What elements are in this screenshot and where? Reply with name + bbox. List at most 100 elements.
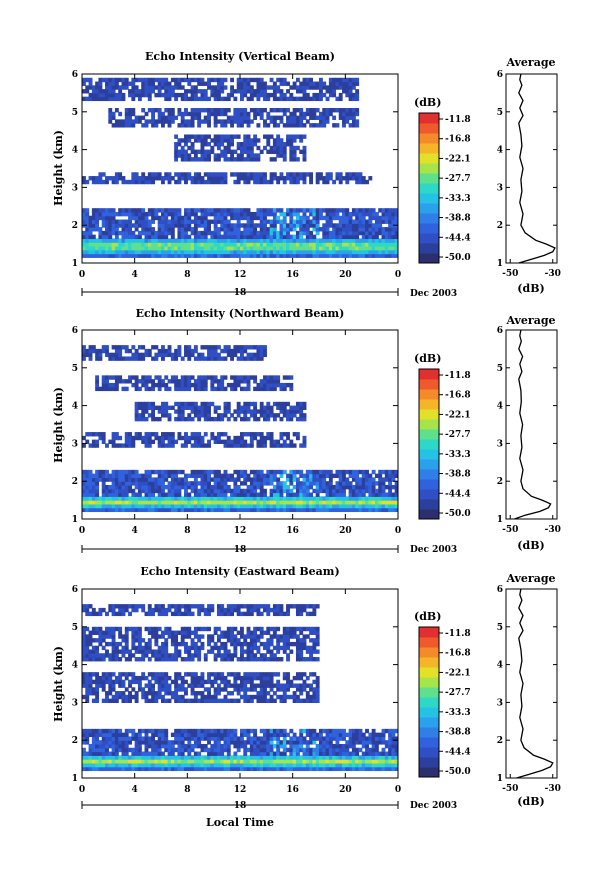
heatmap-cell	[365, 736, 369, 741]
heatmap-cell	[253, 153, 258, 158]
heatmap-cell	[259, 728, 264, 734]
heatmap-cell	[167, 481, 172, 486]
heatmap-cell	[170, 484, 175, 490]
heatmap-cell	[246, 484, 251, 490]
heatmap-cell	[154, 215, 159, 221]
heatmap-cell	[161, 115, 165, 120]
heatmap-cell	[111, 111, 116, 117]
heatmap-cell	[193, 223, 198, 228]
heatmap-cell	[269, 751, 274, 756]
heatmap-cell	[253, 234, 258, 240]
heatmap-cell	[88, 96, 93, 102]
heatmap-cell	[263, 728, 267, 734]
heatmap-cell	[286, 238, 290, 243]
heatmap-cell	[203, 477, 208, 482]
heatmap-cell	[187, 253, 192, 258]
heatmap-cell	[167, 507, 172, 513]
heatmap-cell	[365, 759, 369, 764]
heatmap-cell	[134, 473, 139, 479]
heatmap-cell	[124, 85, 129, 90]
heatmap-cell	[210, 432, 215, 437]
heatmap-cell	[193, 435, 198, 441]
heatmap-cell	[226, 409, 231, 414]
heatmap-cell	[361, 488, 366, 494]
heatmap-cell	[88, 762, 93, 768]
heatmap-cell	[114, 492, 119, 497]
heatmap-cell	[147, 728, 152, 734]
heatmap-cell	[351, 728, 356, 734]
heatmap-cell	[230, 386, 235, 392]
heatmap-cell	[216, 89, 221, 94]
heatmap-cell	[315, 96, 320, 102]
heatmap-cell	[91, 755, 96, 760]
heatmap-cell	[184, 142, 188, 147]
heatmap-cell	[105, 245, 109, 251]
heatmap-cell	[203, 503, 208, 509]
heatmap-cell	[111, 352, 116, 358]
heatmap-cell	[345, 253, 350, 258]
heatmap-cell	[101, 751, 106, 756]
heatmap-cell	[384, 766, 389, 772]
heatmap-cell	[141, 488, 146, 494]
heatmap-cell	[282, 747, 287, 753]
heatmap-cell	[164, 503, 169, 509]
heatmap-cell	[220, 481, 225, 486]
heatmap-cell	[180, 469, 185, 475]
heatmap-cell	[302, 492, 307, 497]
heatmap-cell	[161, 405, 165, 410]
heatmap-cell	[187, 89, 192, 94]
heatmap-cell	[282, 382, 287, 388]
heatmap-cell	[236, 375, 241, 380]
heatmap-cell	[272, 176, 277, 181]
heatmap-cell	[319, 227, 323, 232]
heatmap-cell	[121, 249, 126, 255]
heatmap-cell	[207, 345, 211, 350]
heatmap-cell	[305, 488, 310, 494]
heatmap-cell	[345, 219, 350, 224]
heatmap-cell	[180, 443, 185, 448]
heatmap-cell	[289, 149, 294, 154]
heatmap-cell	[256, 77, 261, 83]
heatmap-cell	[358, 747, 363, 753]
heatmap-cell	[197, 96, 202, 102]
heatmap-cell	[230, 223, 235, 228]
heatmap-cell	[342, 208, 346, 213]
heatmap-cell	[355, 89, 360, 94]
heatmap-cell	[263, 496, 267, 501]
heatmap-cell	[345, 238, 350, 243]
heatmap-cell	[226, 211, 231, 217]
heatmap-cell	[309, 249, 314, 255]
heatmap-cell	[144, 253, 149, 258]
heatmap-cell	[381, 234, 386, 240]
heatmap-cell	[111, 81, 116, 86]
heatmap-cell	[256, 743, 261, 749]
heatmap-cell	[371, 503, 376, 509]
heatmap-cell	[249, 215, 254, 221]
heatmap-cell	[193, 215, 198, 221]
heatmap-cell	[302, 249, 307, 255]
heatmap-cell	[289, 416, 294, 422]
heatmap-cell	[381, 249, 386, 255]
heatmap-cell	[82, 352, 86, 358]
heatmap-cell	[345, 179, 350, 185]
heatmap-cell	[299, 416, 304, 422]
heatmap-cell	[220, 238, 225, 243]
heatmap-cell	[259, 488, 264, 494]
heatmap-cell	[299, 755, 304, 760]
heatmap-cell	[371, 223, 376, 228]
heatmap-cell	[299, 238, 304, 243]
heatmap-cell	[381, 208, 386, 213]
heatmap-cell	[335, 85, 340, 90]
heatmap-cell	[358, 219, 363, 224]
heatmap-cell	[282, 145, 287, 151]
heatmap-cell	[197, 123, 202, 128]
heatmap-cell	[82, 245, 86, 251]
heatmap-cell	[351, 223, 356, 228]
heatmap-cell	[197, 379, 202, 384]
heatmap-cell	[105, 740, 109, 745]
heatmap-cell	[128, 123, 132, 128]
heatmap-cell	[95, 386, 100, 392]
heatmap-cell	[124, 728, 129, 734]
heatmap-cell	[111, 481, 116, 486]
heatmap-cell	[295, 238, 300, 243]
